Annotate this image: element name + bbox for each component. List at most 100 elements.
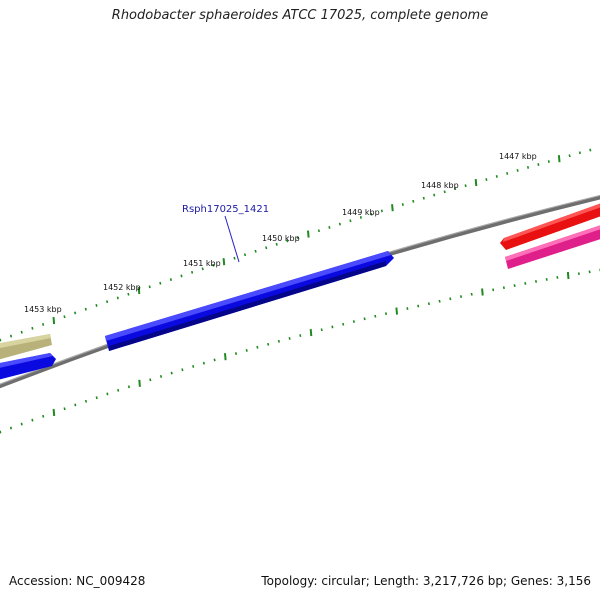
ruler-label: 1453 kbp [24,305,62,314]
minor-tick [537,163,540,166]
ruler-label: 1448 kbp [421,181,459,190]
minor-tick [495,175,498,178]
minor-tick [443,190,446,194]
gene-rsph17025-1421[interactable] [105,251,394,351]
minor-tick [417,304,420,308]
gene-red[interactable] [500,200,600,250]
minor-tick [31,326,34,330]
minor-tick [159,375,163,378]
minor-tick [159,281,162,285]
minor-tick [202,361,205,365]
minor-tick [380,209,383,213]
major-tick [52,408,56,417]
minor-tick [577,272,580,276]
minor-tick [384,312,388,316]
major-tick [224,353,227,361]
map-title: Rhodobacter sphaeroides ATCC 17025, comp… [111,8,489,23]
minor-tick [127,385,130,389]
major-tick [307,230,310,238]
major-tick [474,179,478,187]
outer-tick-ring [0,148,592,342]
minor-tick [233,256,236,260]
minor-tick [275,242,278,246]
major-tick [52,317,56,325]
major-tick [222,258,226,266]
minor-tick [117,388,120,392]
minor-tick [524,282,527,285]
minor-tick [201,267,204,271]
minor-tick [349,219,352,223]
minor-tick [331,325,334,329]
ruler-label: 1451 kbp [183,259,221,268]
minor-tick [192,365,195,368]
minor-tick [265,246,268,250]
minor-tick [234,352,238,355]
minor-tick [95,304,98,307]
minor-tick [9,426,13,430]
minor-tick [412,199,415,203]
minor-tick [42,414,45,418]
minor-tick [485,178,488,181]
minor-tick [588,270,591,274]
minor-tick [9,334,13,338]
ruler-label: 1447 kbp [499,152,537,161]
minor-tick [328,226,331,229]
minor-tick [492,288,495,292]
minor-tick [0,338,2,342]
minor-tick [42,323,45,326]
minor-tick [169,278,172,281]
minor-tick [106,300,109,304]
minor-tick [288,337,291,340]
minor-tick [267,342,270,346]
minor-tick [299,334,302,337]
minor-tick [374,314,377,318]
minor-tick [254,249,257,253]
gene-pink[interactable] [505,222,600,269]
minor-tick [464,184,467,188]
minor-tick [545,278,548,281]
minor-tick [506,172,509,175]
ruler-label: 1452 kbp [103,283,141,292]
minor-tick [352,320,355,323]
gene-khaki[interactable] [0,334,52,362]
minor-tick [427,302,430,306]
minor-tick [534,280,538,283]
minor-tick [459,295,463,298]
minor-tick [589,148,592,152]
minor-tick [578,151,581,155]
minor-tick [513,284,516,287]
minor-tick [127,292,130,296]
minor-tick [406,307,409,310]
minor-tick [526,166,530,169]
minor-tick [401,203,404,206]
minor-tick [277,339,280,343]
minor-tick [106,392,109,396]
minor-tick [149,378,152,382]
minor-tick [320,328,323,332]
minor-tick [213,358,216,362]
minor-tick [568,154,571,158]
gene-blue-reverse[interactable] [0,353,56,382]
minor-tick [243,253,247,257]
minor-tick [20,422,23,426]
gene-label-leader [224,215,240,263]
minor-tick [180,274,183,278]
minor-tick [317,229,320,233]
minor-tick [256,345,259,349]
genome-stats-text: Topology: circular; Length: 3,217,726 bp… [261,574,591,588]
minor-tick [63,407,66,411]
minor-tick [296,236,299,239]
major-tick [395,307,398,315]
inner-tick-ring [0,268,600,434]
genome-backbone [0,195,600,389]
minor-tick [454,187,457,191]
major-tick [557,155,561,163]
gene-label[interactable]: Rsph17025_1421 [182,204,269,215]
minor-tick [84,307,87,311]
minor-tick [84,399,88,403]
minor-tick [470,292,473,296]
major-tick [309,329,313,337]
minor-tick [338,222,341,226]
minor-tick [116,296,119,300]
